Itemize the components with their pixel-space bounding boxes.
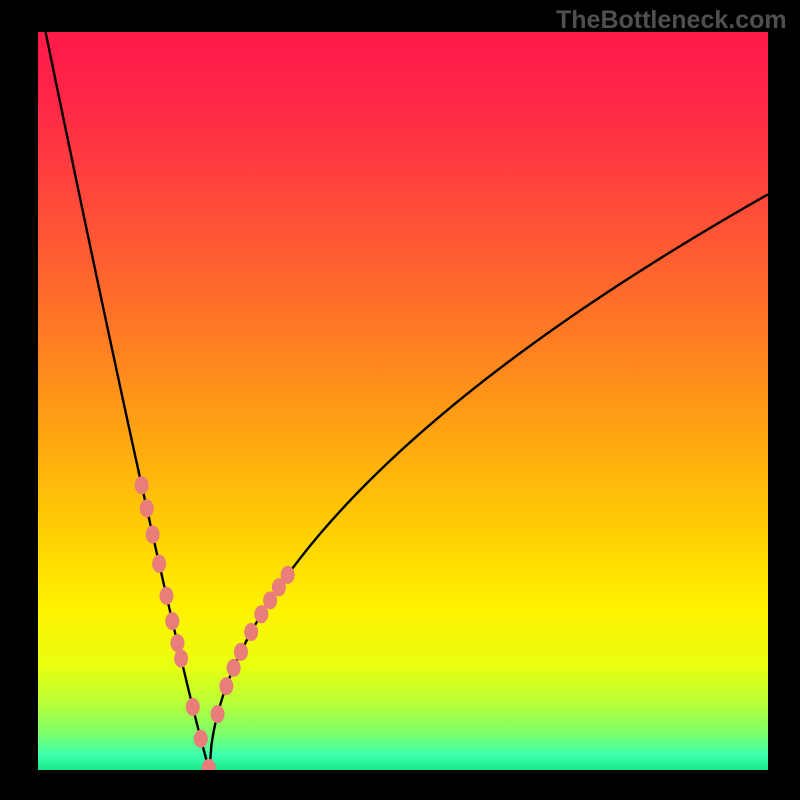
- marker-left-4: [159, 587, 173, 605]
- marker-left-1: [140, 499, 154, 517]
- marker-left-0: [135, 476, 149, 494]
- marker-bottom-2: [202, 759, 216, 770]
- marker-bottom-3: [211, 705, 225, 723]
- marker-bottom-4: [219, 677, 233, 695]
- marker-left-3: [152, 555, 166, 573]
- marker-left-7: [174, 650, 188, 668]
- marker-left-5: [165, 612, 179, 630]
- watermark-text: TheBottleneck.com: [556, 6, 787, 35]
- marker-left-6: [170, 634, 184, 652]
- marker-right-3: [254, 605, 268, 623]
- marker-right-0: [227, 659, 241, 677]
- v-curve: [38, 32, 768, 770]
- chart-svg: [38, 32, 768, 770]
- curve-path: [38, 32, 768, 770]
- plot-area: [38, 32, 768, 770]
- marker-bottom-0: [186, 698, 200, 716]
- marker-right-6: [281, 566, 295, 584]
- chart-root: TheBottleneck.com: [0, 0, 800, 800]
- marker-bottom-1: [194, 730, 208, 748]
- marker-left-2: [146, 526, 160, 544]
- marker-right-2: [244, 623, 258, 641]
- marker-right-1: [234, 643, 248, 661]
